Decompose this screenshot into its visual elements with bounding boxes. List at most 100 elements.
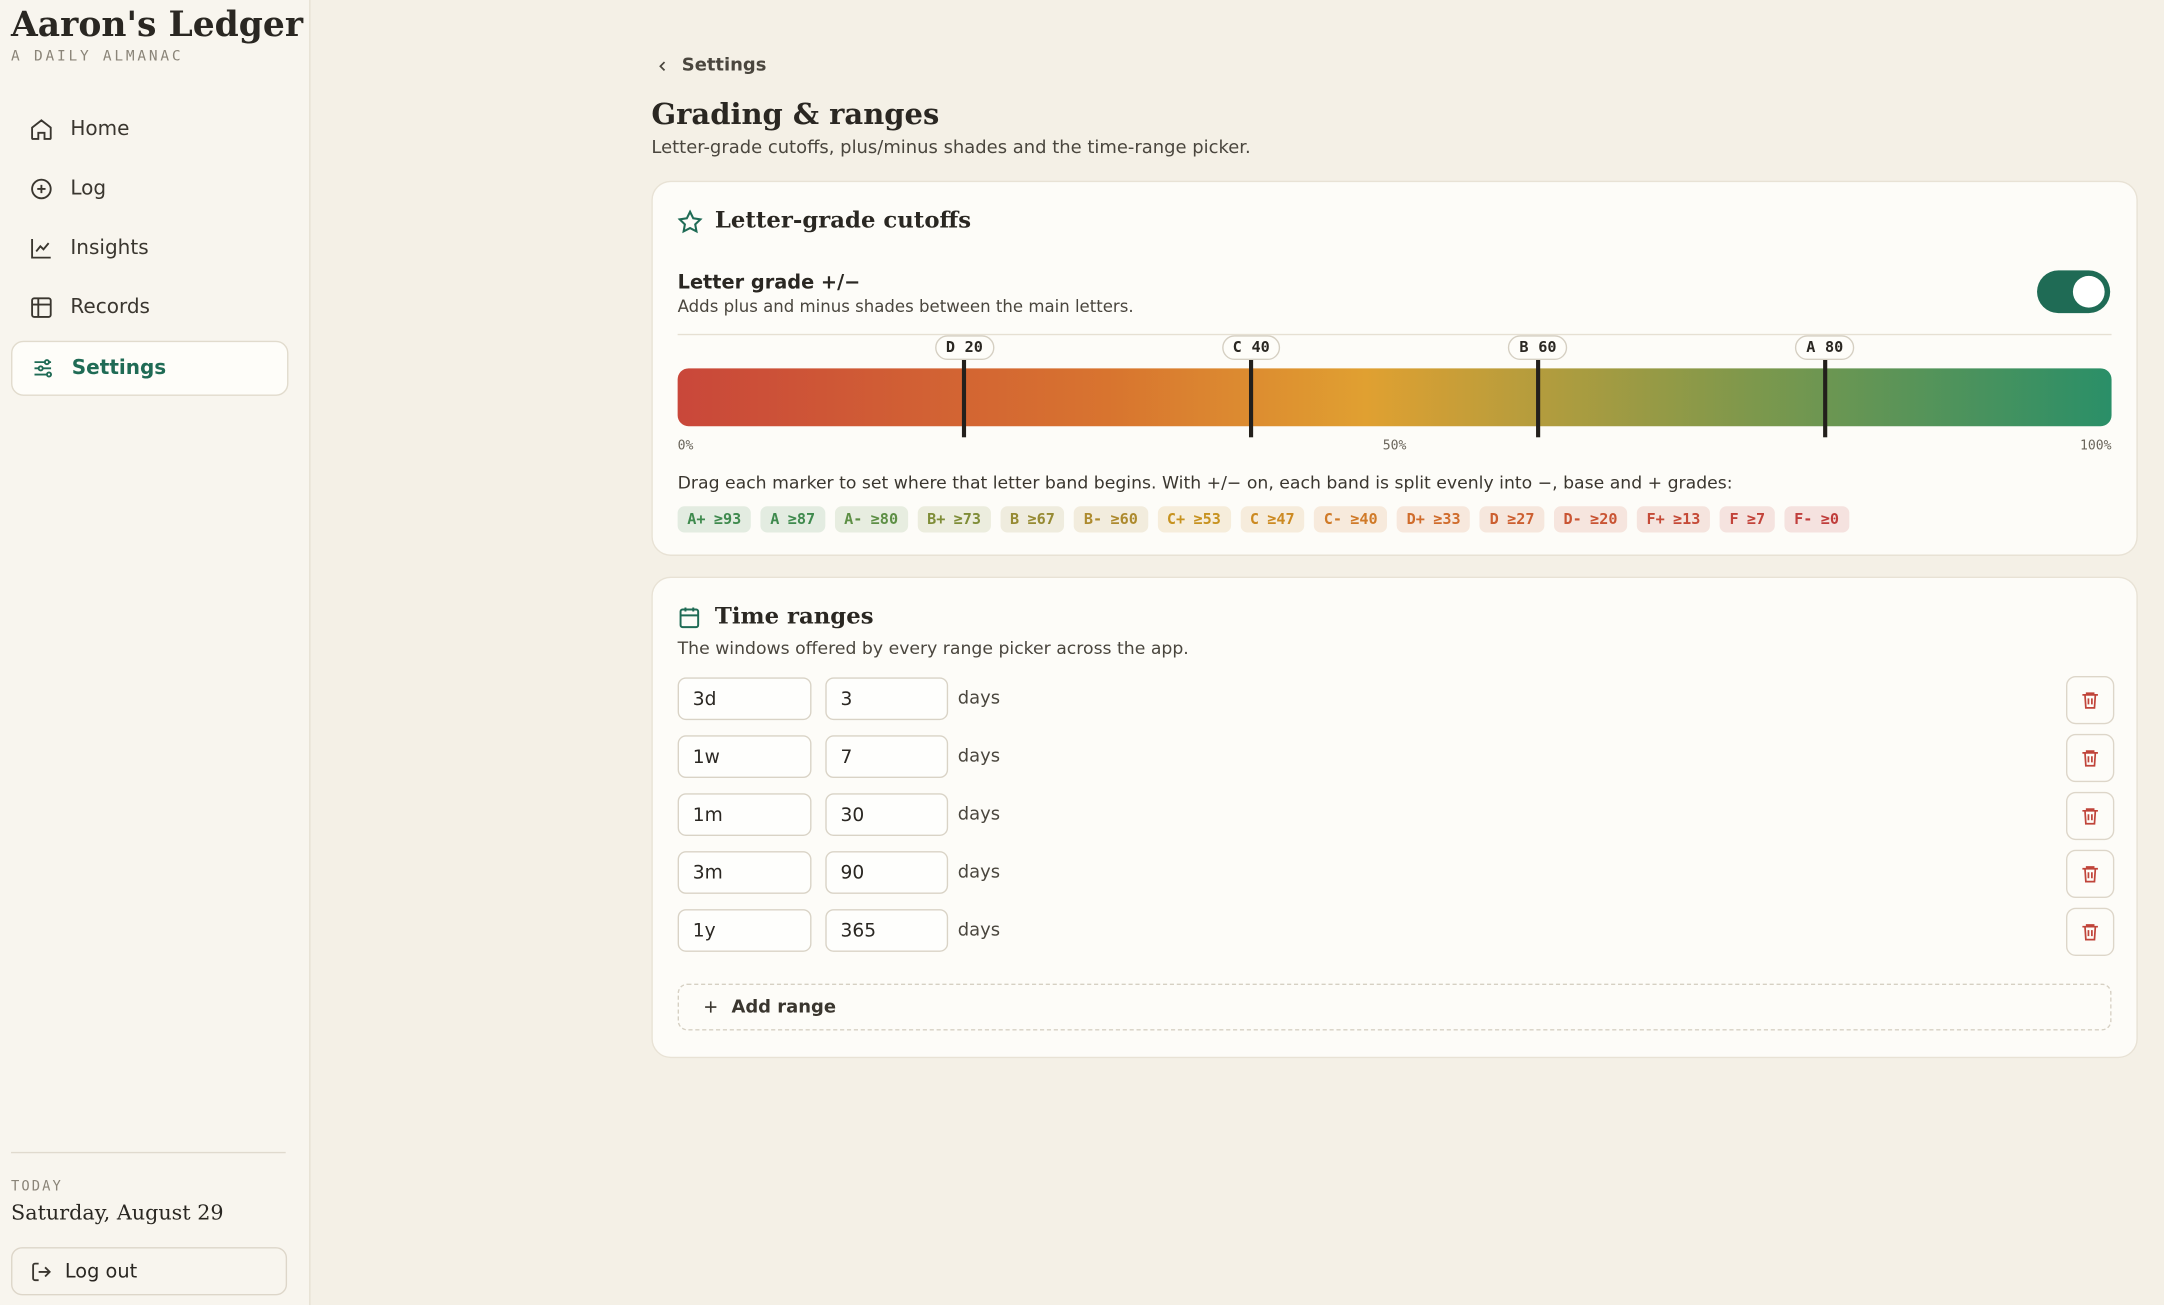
chip-cutoff: ≥47 — [1267, 510, 1295, 529]
range-unit: days — [957, 688, 1001, 710]
trash-icon — [2082, 692, 2098, 709]
chip-grade: C- — [1323, 510, 1342, 529]
grade-chip: B- ≥60 — [1074, 506, 1148, 533]
nav-item[interactable]: Log — [11, 163, 286, 215]
star-icon — [677, 209, 703, 234]
today-label: TODAY — [11, 1179, 63, 1195]
nav-item[interactable]: Settings — [11, 340, 289, 396]
add-range-button[interactable]: Add range — [677, 983, 2112, 1031]
nav-label: Insights — [70, 237, 149, 260]
add-range-text: Add range — [731, 996, 837, 1018]
chip-grade: D- — [1563, 510, 1582, 529]
marker-letter: D — [945, 337, 956, 356]
chip-grade: B- — [1083, 510, 1103, 529]
marker-pill[interactable]: C 40 — [1221, 335, 1281, 361]
range-days-input[interactable]: 3 — [825, 677, 949, 721]
range-label-input[interactable]: 3m — [677, 851, 812, 894]
range-label-input[interactable]: 1w — [677, 735, 812, 779]
nav-icon — [31, 119, 52, 140]
nav-item[interactable]: Home — [11, 103, 286, 155]
toggle[interactable] — [2037, 270, 2111, 314]
range-unit: days — [957, 804, 1001, 825]
chip-grade: D — [1489, 510, 1499, 529]
grade-chip: D+ ≥33 — [1397, 506, 1471, 533]
range-label-input[interactable]: 3d — [677, 677, 812, 721]
marker-value: 80 — [1825, 337, 1844, 356]
delete-button[interactable] — [2066, 733, 2115, 783]
trash-icon — [2082, 866, 2098, 883]
marker-letter: A — [1806, 337, 1816, 356]
today-date: Saturday, August 29 — [11, 1200, 224, 1225]
nav-label: Home — [70, 118, 130, 141]
toggle-label: Letter grade +/− — [677, 271, 861, 294]
range-label-input[interactable]: 1y — [677, 909, 812, 952]
toggle-desc: Adds plus and minus shades between the m… — [677, 296, 1134, 316]
chip-cutoff: ≥7 — [1746, 510, 1766, 529]
back-link[interactable]: Settings — [654, 55, 766, 76]
nav-icon — [34, 359, 52, 378]
range-days-input[interactable]: 365 — [825, 909, 949, 952]
grade-chip: F ≥7 — [1719, 506, 1775, 533]
marker-pill[interactable]: B 60 — [1508, 335, 1568, 361]
plus-icon — [705, 1001, 717, 1013]
marker-value: 60 — [1538, 337, 1557, 356]
chip-grade: C+ — [1166, 510, 1186, 529]
nav-icon — [31, 178, 52, 200]
card-title: Letter-grade cutoffs — [714, 206, 972, 234]
nav-icon — [31, 297, 52, 318]
marker-line — [1535, 357, 1541, 438]
marker-line — [1822, 357, 1827, 438]
chip-grade: A+ — [687, 510, 706, 529]
grade-chip: C- ≥40 — [1314, 506, 1388, 533]
grading-card: Letter-grade cutoffs Letter grade +/− Ad… — [651, 180, 2138, 556]
range-days-input[interactable]: 90 — [825, 851, 949, 894]
range-unit: days — [957, 746, 1001, 768]
chip-cutoff: ≥67 — [1027, 510, 1055, 529]
marker-letter: C — [1232, 337, 1242, 356]
chip-cutoff: ≥60 — [1110, 510, 1138, 529]
logout-button[interactable]: Log out — [11, 1247, 288, 1296]
scale-label: 50% — [1382, 438, 1407, 454]
back-icon — [659, 60, 666, 71]
marker-pill[interactable]: A 80 — [1795, 335, 1855, 361]
nav-item[interactable]: Insights — [11, 222, 286, 274]
tagline: A DAILY ALMANAC — [11, 48, 184, 65]
chip-cutoff: ≥13 — [1673, 510, 1701, 529]
nav-icon — [31, 238, 51, 259]
delete-button[interactable] — [2066, 849, 2115, 899]
trash-icon — [2082, 924, 2098, 941]
help-text: Drag each marker to set where that lette… — [677, 471, 1733, 493]
toggle-knob — [2072, 275, 2105, 308]
chip-cutoff: ≥80 — [870, 510, 899, 529]
divider — [11, 1151, 286, 1154]
grade-chip: C+ ≥53 — [1157, 506, 1231, 533]
grade-chip: B+ ≥73 — [917, 506, 991, 533]
delete-button[interactable] — [2066, 675, 2115, 725]
delete-button[interactable] — [2066, 907, 2115, 956]
chip-cutoff: ≥27 — [1507, 510, 1535, 529]
ranges-desc: The windows offered by every range picke… — [677, 637, 1189, 659]
range-unit: days — [957, 862, 1001, 883]
marker-value: 40 — [1251, 337, 1270, 356]
range-days-input[interactable]: 30 — [825, 793, 949, 836]
delete-button[interactable] — [2066, 791, 2115, 841]
grade-chip: F- ≥0 — [1784, 506, 1849, 533]
chip-grade: C — [1249, 510, 1259, 529]
grade-chip: C ≥47 — [1240, 506, 1305, 533]
chip-cutoff: ≥73 — [953, 510, 982, 529]
grade-bar: D 20 C 40 B 60 A 80 — [677, 335, 2112, 438]
nav-label: Records — [70, 296, 150, 319]
range-days-input[interactable]: 7 — [825, 735, 949, 779]
nav-label: Log — [70, 177, 107, 201]
chip-cutoff: ≥33 — [1433, 510, 1461, 529]
marker-pill[interactable]: D 20 — [934, 335, 994, 361]
grade-chip: D ≥27 — [1479, 506, 1545, 533]
separator — [677, 333, 2112, 336]
grade-chip: A ≥87 — [760, 506, 825, 533]
back-text: Settings — [681, 55, 767, 76]
chip-grade: F+ — [1646, 510, 1665, 529]
range-unit: days — [957, 920, 1001, 941]
range-label-input[interactable]: 1m — [677, 793, 812, 836]
nav-item[interactable]: Records — [11, 281, 286, 333]
